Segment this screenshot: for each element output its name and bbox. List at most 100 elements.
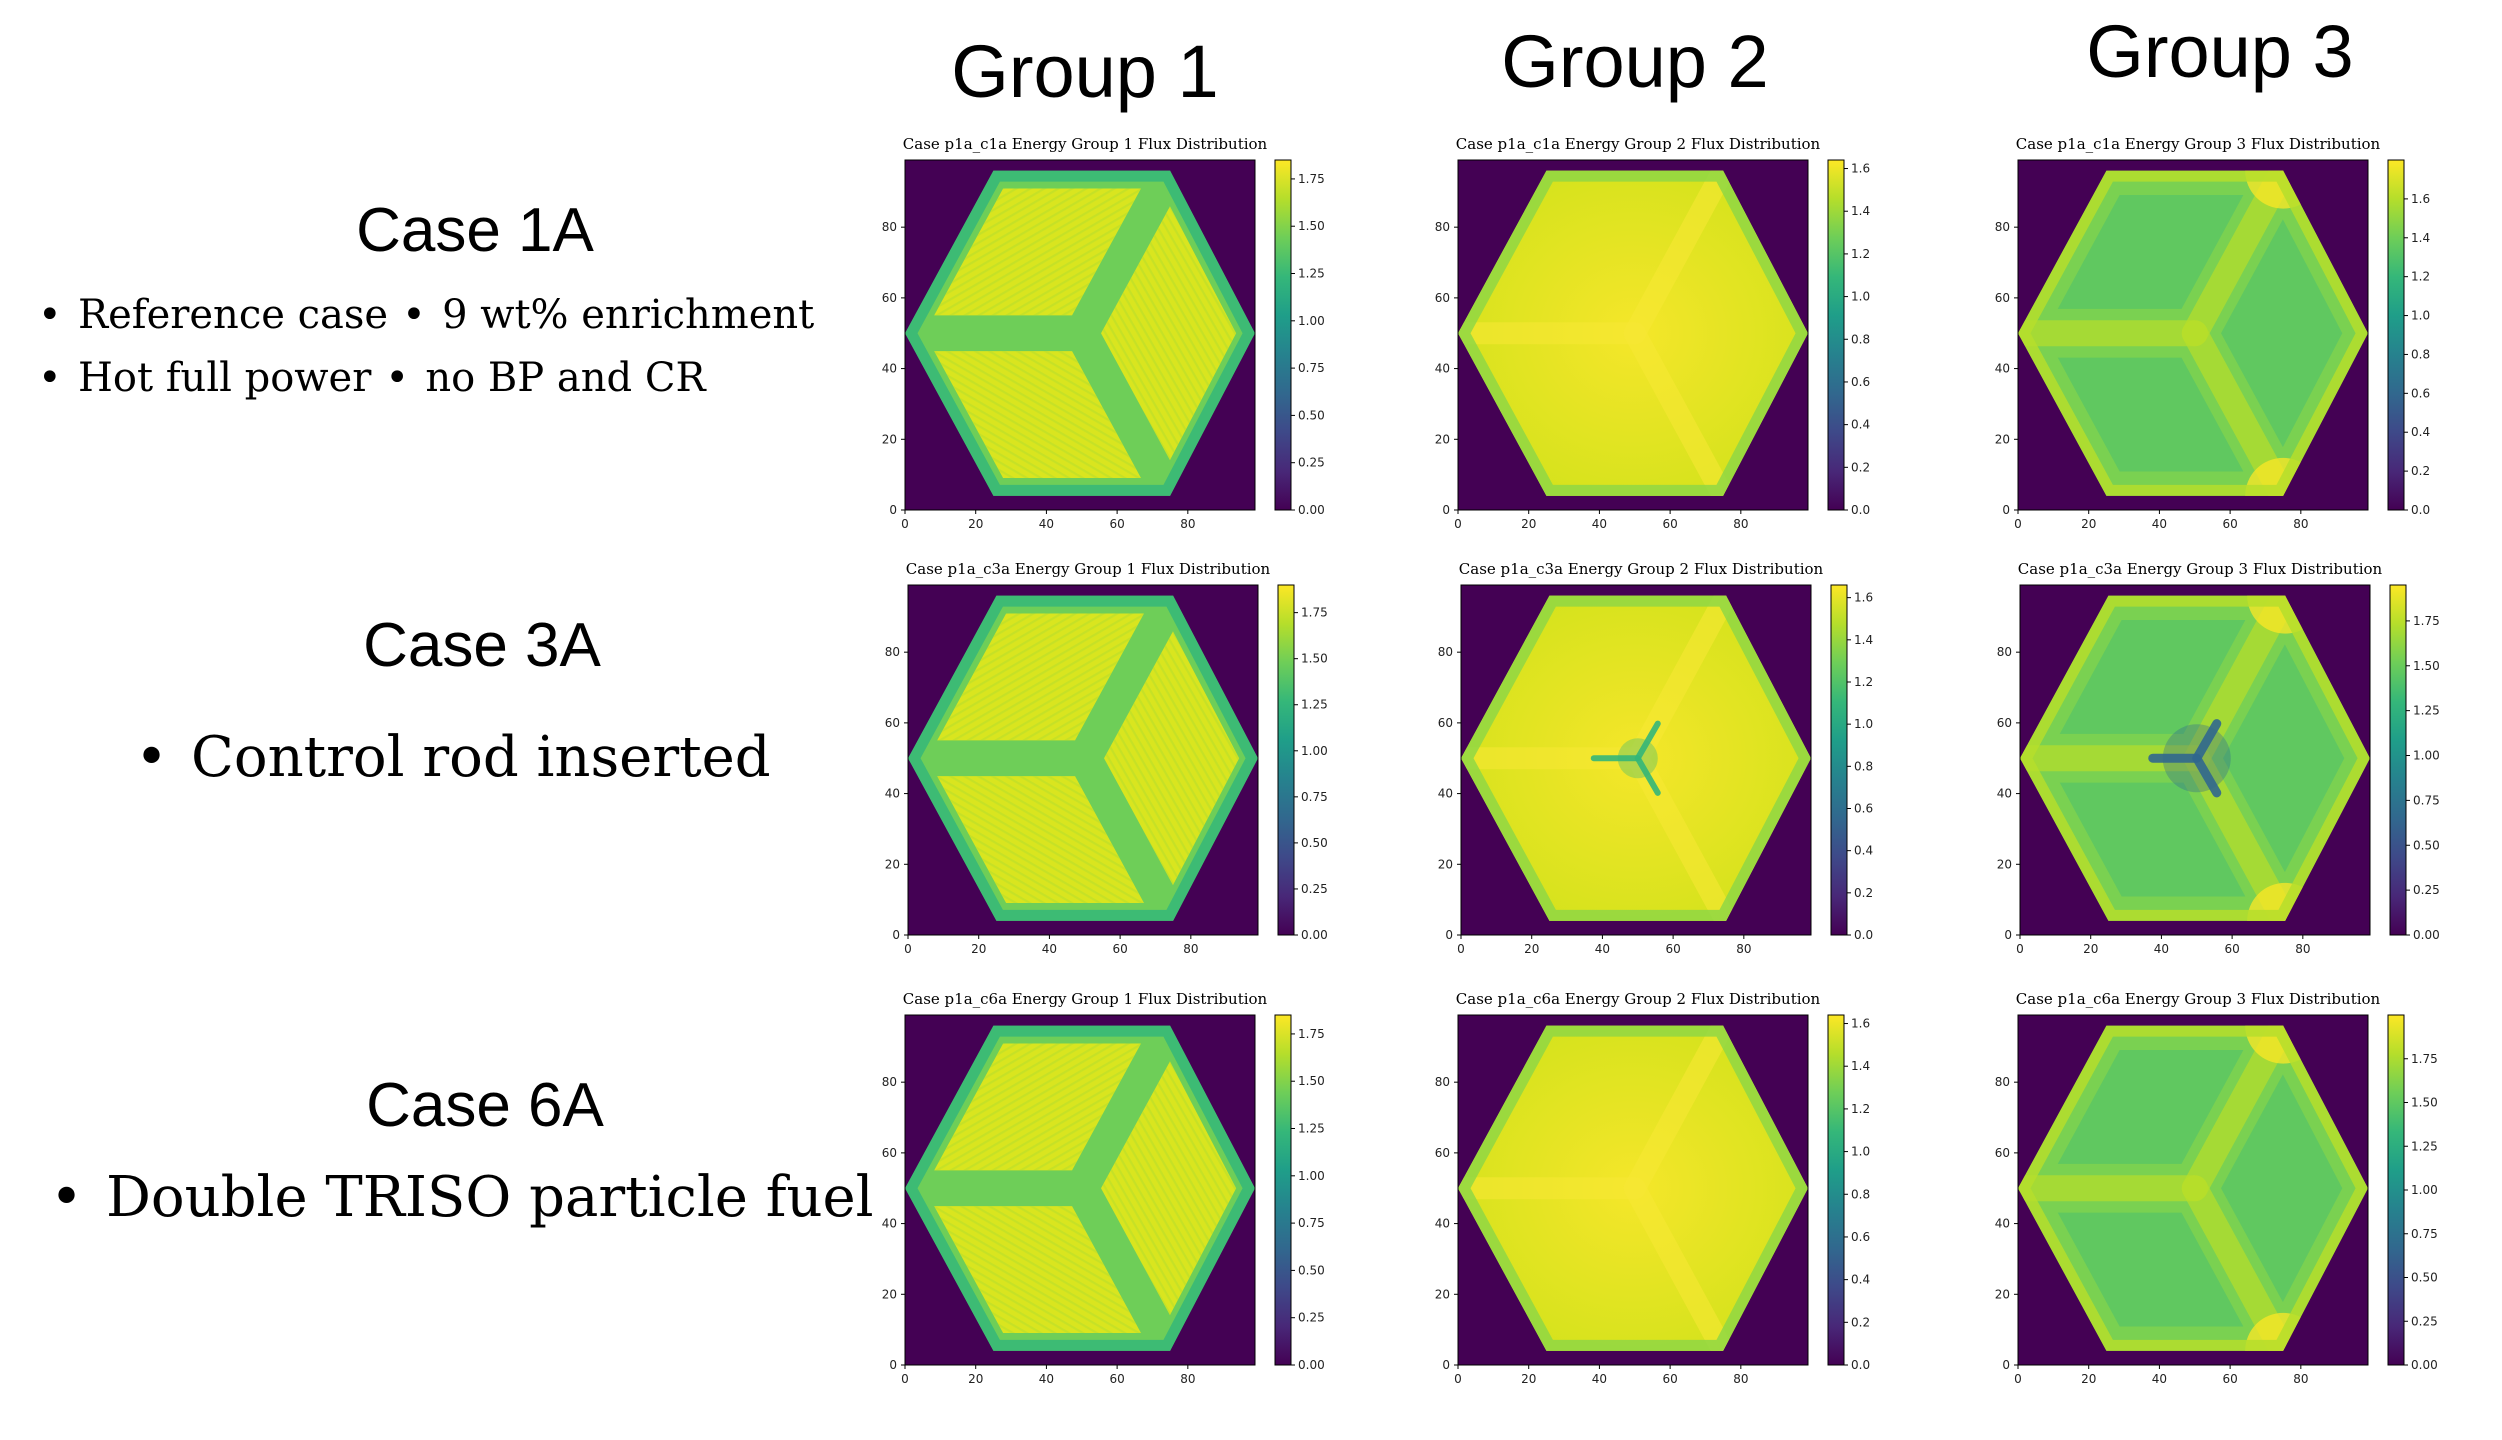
colorbar — [1274, 1014, 1292, 1366]
y-tick-label: 20 — [882, 1287, 897, 1301]
y-tick-label: 60 — [1997, 716, 2012, 730]
y-tick-label: 60 — [1435, 1146, 1450, 1160]
x-tick-label: 80 — [2293, 1372, 2308, 1386]
thermal-sector-0 — [2057, 195, 2244, 309]
colorbar-tick-label: 0.6 — [2411, 386, 2430, 400]
y-tick-label: 80 — [1995, 1075, 2010, 1089]
bullet-icon: • — [385, 355, 409, 401]
colorbar-tick-label: 1.75 — [1298, 1027, 1325, 1041]
core-edge — [1458, 170, 1808, 496]
fuel-sector-texture-2 — [934, 351, 1141, 478]
colorbar-tick-label: 0.75 — [2411, 1227, 2438, 1241]
case-1a-bullet-row-1: • Reference case • 9 wt% enrichment — [38, 295, 814, 335]
rod-depression-center — [1617, 738, 1658, 779]
colorbar-tick-label: 1.25 — [2413, 704, 2440, 718]
colorbar-tick-label: 0.8 — [1854, 759, 1873, 773]
colorbar-tick-label: 1.00 — [2411, 1183, 2438, 1197]
x-tick-label: 40 — [1039, 517, 1054, 531]
bullet-icon: • — [38, 292, 62, 338]
core-edge — [905, 170, 1255, 496]
colorbar-tick-label: 0.0 — [1851, 1358, 1870, 1372]
core-edge — [1461, 595, 1811, 921]
x-tick-label: 40 — [1592, 1372, 1607, 1386]
axes-frame — [2017, 159, 2369, 511]
y-tick-label: 80 — [1997, 645, 2012, 659]
colorbar-tick-label: 1.0 — [2411, 309, 2430, 323]
y-tick-label: 0 — [889, 503, 897, 517]
x-tick-label: 60 — [1665, 942, 1680, 956]
bullet-icon: • — [135, 725, 169, 790]
bullet-text: Double TRISO particle fuel — [106, 1165, 874, 1230]
case-1a-title: Case 1A — [356, 196, 594, 265]
fuel-sector-texture-2 — [937, 776, 1144, 903]
y-tick-label: 80 — [1435, 220, 1450, 234]
axes-frame — [904, 1014, 1256, 1366]
x-tick-label: 80 — [1183, 942, 1198, 956]
axes-frame — [1457, 159, 1809, 511]
colorbar-tick-label: 1.75 — [2411, 1052, 2438, 1066]
x-tick-label: 0 — [901, 517, 909, 531]
x-tick-label: 60 — [1112, 942, 1127, 956]
panel-title: Case p1a_c6a Energy Group 3 Flux Distrib… — [2015, 990, 2381, 1008]
x-tick-label: 20 — [1521, 517, 1536, 531]
colorbar-tick-label: 0.25 — [1301, 882, 1328, 896]
flux-heatmap: 0 20 40 60 80 0 20 40 60 80 0.00 0.25 0.50 0.75 1.00 1.… — [1997, 584, 2440, 956]
flux-heatmap: 0 20 40 60 80 0 20 40 60 80 0.00 0.25 0.50 0.75 1.00 1.… — [1995, 1014, 2438, 1386]
block-seam-1 — [1623, 1025, 1735, 1200]
fuel-sector-texture-1 — [1101, 1061, 1237, 1316]
bullet-icon: • — [50, 1165, 84, 1230]
x-tick-label: 20 — [2081, 517, 2096, 531]
x-tick-label: 80 — [1180, 1372, 1195, 1386]
colorbar-tick-label: 1.0 — [1851, 1145, 1870, 1159]
colorbar-tick-label: 0.0 — [1854, 928, 1873, 942]
bullet-text: Control rod inserted — [191, 725, 771, 790]
colorbar — [1827, 159, 1845, 511]
x-tick-label: 80 — [1733, 517, 1748, 531]
colorbar-tick-label: 1.6 — [2411, 192, 2430, 206]
x-tick-label: 0 — [1454, 1372, 1462, 1386]
colorbar-tick-label: 1.00 — [1298, 1169, 1325, 1183]
colorbar — [2387, 1014, 2405, 1366]
colorbar-tick-label: 1.50 — [1301, 652, 1328, 666]
case-3a-title: Case 3A — [363, 611, 601, 680]
thermal-sector-2 — [2057, 357, 2244, 472]
rod-depression-arm-2 — [1634, 755, 1661, 796]
y-tick-label: 0 — [2002, 503, 2010, 517]
x-tick-label: 60 — [1109, 517, 1124, 531]
y-tick-label: 60 — [882, 291, 897, 305]
y-tick-label: 20 — [885, 857, 900, 871]
bullet-text: Reference case — [78, 292, 389, 338]
colorbar-tick-label: 0.75 — [2413, 793, 2440, 807]
colorbar-tick-label: 1.50 — [2411, 1096, 2438, 1110]
y-tick-label: 40 — [882, 362, 897, 376]
flux-heatmap: 0 20 40 60 80 0 20 40 60 80 0.0 0.2 0.4 0.6 0.8 1.0 1.2 1… — [1995, 159, 2430, 531]
flux-panel-case1a-group1: Case p1a_c1a Energy Group 1 Flux Distrib… — [855, 135, 1325, 585]
colorbar-tick-label: 0.6 — [1851, 1230, 1870, 1244]
colorbar-tick-label: 1.00 — [2413, 749, 2440, 763]
y-tick-label: 80 — [882, 220, 897, 234]
flux-heatmap: 0 20 40 60 80 0 20 40 60 80 0.00 0.25 0.50 0.75 1.00 1.… — [882, 159, 1325, 531]
colorbar-tick-label: 1.2 — [1851, 1102, 1870, 1116]
colorbar-tick-label: 0.50 — [1298, 1263, 1325, 1277]
colorbar-tick-label: 0.25 — [1298, 456, 1325, 470]
y-tick-label: 60 — [885, 716, 900, 730]
x-tick-label: 20 — [1524, 942, 1539, 956]
y-tick-label: 80 — [1435, 1075, 1450, 1089]
y-tick-label: 40 — [1438, 787, 1453, 801]
colorbar-tick-label: 0.8 — [1851, 332, 1870, 346]
colorbar-tick-label: 1.75 — [1301, 606, 1328, 620]
flux-panel-case1a-group3: Case p1a_c1a Energy Group 3 Flux Distrib… — [1968, 135, 2430, 585]
flux-panel-case3a-group3: Case p1a_c3a Energy Group 3 Flux Distrib… — [1970, 560, 2440, 1010]
panel-title: Case p1a_c3a Energy Group 3 Flux Distrib… — [2017, 560, 2383, 578]
colorbar-tick-label: 1.6 — [1851, 1017, 1870, 1031]
colorbar-tick-label: 0.4 — [1851, 418, 1870, 432]
x-tick-label: 0 — [1457, 942, 1465, 956]
colorbar — [1830, 584, 1848, 936]
bullet-icon: • — [38, 355, 62, 401]
colorbar-tick-label: 0.6 — [1854, 801, 1873, 815]
x-tick-label: 60 — [2224, 942, 2239, 956]
colorbar-tick-label: 0.0 — [1851, 503, 1870, 517]
colorbar-tick-label: 0.50 — [2411, 1271, 2438, 1285]
y-tick-label: 40 — [1997, 787, 2012, 801]
flux-panel-case3a-group1: Case p1a_c3a Energy Group 1 Flux Distrib… — [858, 560, 1328, 1010]
